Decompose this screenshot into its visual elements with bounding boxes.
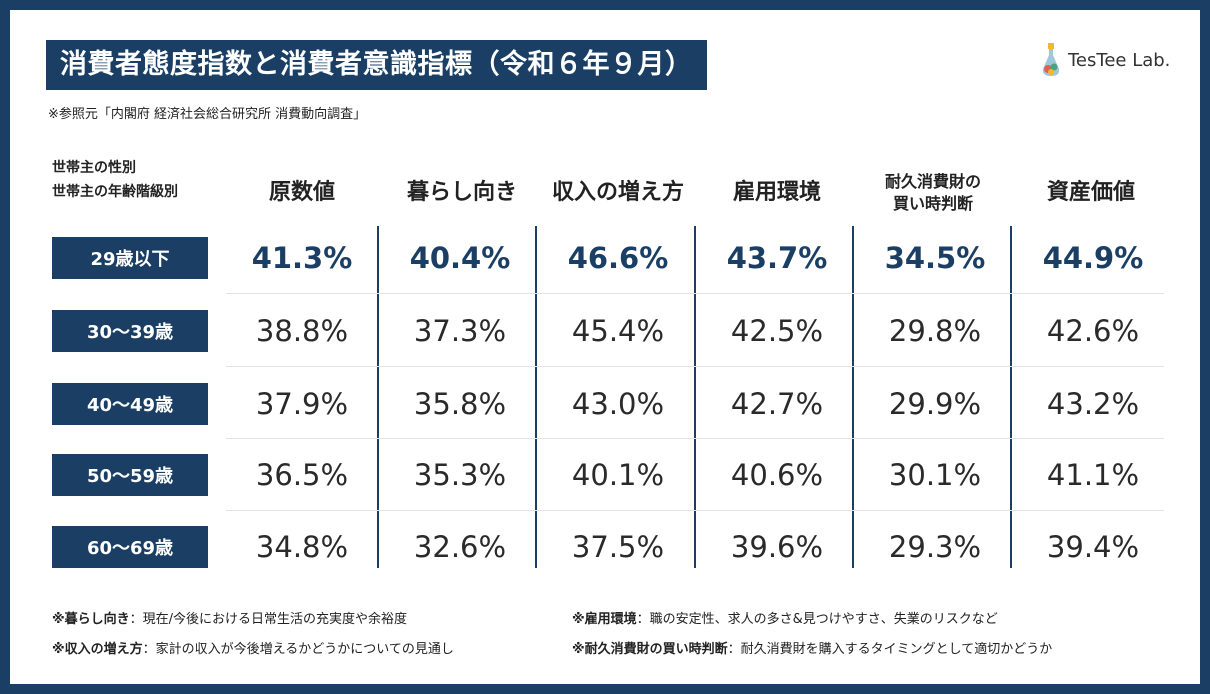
table-cell: 42.7% xyxy=(730,387,824,421)
table-cell: 45.4% xyxy=(571,314,665,348)
table-cell: 35.8% xyxy=(413,387,507,421)
table-cell: 29.3% xyxy=(888,530,982,564)
footnote: ※収入の増え方：家計の収入が今後増えるかどうかについての見通し xyxy=(52,638,454,657)
column-header-line1: 耐久消費財の xyxy=(884,172,981,191)
table-cell: 29.9% xyxy=(888,387,982,421)
row-header-line1: 世帯主の性別 xyxy=(52,160,136,176)
table-cell: 40.6% xyxy=(730,458,824,492)
footnote-desc: ：家計の収入が今後増えるかどうかについての見通し xyxy=(142,642,454,657)
column-divider xyxy=(1010,226,1012,568)
row-label: 30～39歳 xyxy=(52,310,208,352)
table-cell: 34.8% xyxy=(255,530,349,564)
footnote: ※雇用環境：職の安定性、求人の多さ&見つけやすさ、失業のリスクなど xyxy=(572,608,998,627)
row-divider xyxy=(226,510,1164,511)
footnote-term: ※雇用環境 xyxy=(572,612,637,627)
table-cell: 34.5% xyxy=(884,241,986,275)
column-header-line2: 買い時判断 xyxy=(892,194,973,213)
table-cell: 35.3% xyxy=(413,458,507,492)
table-cell: 32.6% xyxy=(413,530,507,564)
table-cell: 36.5% xyxy=(255,458,349,492)
footnote-desc: ：耐久消費財を購入するタイミングとして適切かどうか xyxy=(727,642,1053,657)
column-divider xyxy=(377,226,379,568)
footnote: ※暮らし向き：現在/今後における日常生活の充実度や余裕度 xyxy=(52,608,407,627)
row-label: 60～69歳 xyxy=(52,526,208,568)
table-cell: 41.1% xyxy=(1046,458,1140,492)
table-cell: 37.9% xyxy=(255,387,349,421)
table-cell: 39.4% xyxy=(1046,530,1140,564)
row-divider xyxy=(226,293,1164,294)
table-cell: 42.5% xyxy=(730,314,824,348)
footnote-term: ※暮らし向き xyxy=(52,612,130,627)
table-cell: 43.0% xyxy=(571,387,665,421)
page-title: 消費者態度指数と消費者意識指標（令和６年９月） xyxy=(46,40,707,90)
table-cell: 41.3% xyxy=(251,241,353,275)
infographic-card: 消費者態度指数と消費者意識指標（令和６年９月） ※参照元「内閣府 経済社会総合研… xyxy=(10,10,1200,684)
table-cell: 43.2% xyxy=(1046,387,1140,421)
row-divider xyxy=(226,438,1164,439)
column-header: 資産価値 xyxy=(1046,180,1135,205)
source-note: ※参照元「内閣府 経済社会総合研究所 消費動向調査」 xyxy=(48,107,367,122)
table-cell: 40.4% xyxy=(409,241,511,275)
table-cell: 39.6% xyxy=(730,530,824,564)
table-cell: 42.6% xyxy=(1046,314,1140,348)
row-label: 29歳以下 xyxy=(52,237,208,279)
column-divider xyxy=(535,226,537,568)
row-header-line2: 世帯主の年齢階級別 xyxy=(52,184,178,200)
table-cell: 29.8% xyxy=(888,314,982,348)
flask-logo-icon xyxy=(1040,43,1062,77)
logo: TesTee Lab. xyxy=(1040,40,1170,80)
column-header: 収入の増え方 xyxy=(551,180,684,205)
table-cell: 43.7% xyxy=(726,241,828,275)
row-divider xyxy=(226,366,1164,367)
table-cell: 46.6% xyxy=(567,241,669,275)
logo-text: TesTee Lab. xyxy=(1068,49,1171,71)
footnote-term: ※耐久消費財の買い時判断 xyxy=(572,642,728,657)
footnote-desc: ：現在/今後における日常生活の充実度や余裕度 xyxy=(129,612,408,627)
footnote: ※耐久消費財の買い時判断：耐久消費財を購入するタイミングとして適切かどうか xyxy=(572,638,1052,657)
column-divider xyxy=(852,226,854,568)
column-header: 雇用環境 xyxy=(732,180,821,205)
table-cell: 44.9% xyxy=(1042,241,1144,275)
column-header: 暮らし向き xyxy=(406,180,517,205)
column-header: 耐久消費財の 買い時判断 xyxy=(855,160,1011,226)
row-label: 50～59歳 xyxy=(52,454,208,496)
table-cell: 40.1% xyxy=(571,458,665,492)
table-cell: 38.8% xyxy=(255,314,349,348)
footnote-term: ※収入の増え方 xyxy=(52,642,143,657)
footnote-desc: ：職の安定性、求人の多さ&見つけやすさ、失業のリスクなど xyxy=(636,612,998,627)
column-header: 原数値 xyxy=(268,180,335,205)
row-header: 世帯主の性別 世帯主の年齢階級別 xyxy=(52,156,178,204)
column-divider xyxy=(694,226,696,568)
row-label: 40～49歳 xyxy=(52,383,208,425)
table-cell: 37.5% xyxy=(571,530,665,564)
table-cell: 30.1% xyxy=(888,458,982,492)
table-cell: 37.3% xyxy=(413,314,507,348)
